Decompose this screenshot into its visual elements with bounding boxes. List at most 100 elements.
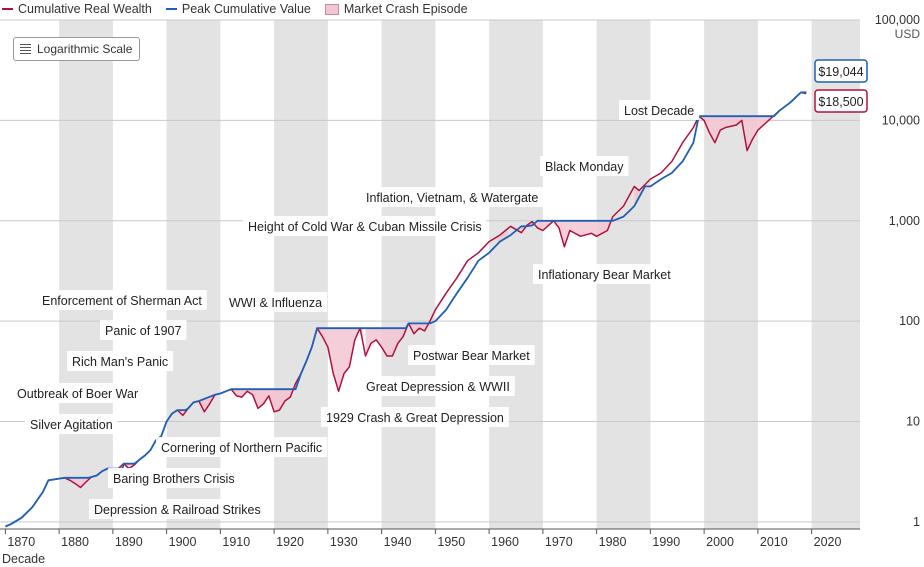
crash-area — [317, 328, 363, 392]
y-tick-label: 10,000 — [882, 113, 920, 127]
decade-band — [381, 20, 436, 529]
x-tick-label: 1990 — [652, 535, 680, 549]
x-tick-label: 2000 — [706, 535, 734, 549]
crash-area — [698, 115, 774, 151]
annotations: Depression & Railroad Strikes Baring Brot… — [12, 59, 868, 519]
annotation-background — [321, 407, 509, 427]
crash-annotation-label: Enforcement of Sherman Act — [42, 294, 202, 308]
x-tick-label: 1960 — [491, 535, 519, 549]
x-tick-label: 1930 — [330, 535, 358, 549]
crash-annotation: Enforcement of Sherman Act — [37, 290, 207, 310]
x-tick-label: 1950 — [437, 535, 465, 549]
y-tick-label: 1 — [913, 515, 920, 529]
crash-area — [365, 328, 406, 356]
legend-item-crash-episode: Market Crash Episode — [324, 2, 468, 16]
series-lines — [5, 91, 807, 528]
chart-legend: Cumulative Real Wealth Peak Cumulative V… — [2, 1, 482, 17]
x-tick-label: 2020 — [814, 535, 842, 549]
annotation-background — [533, 264, 676, 284]
y-tick-label: 100 — [899, 314, 920, 328]
y-tick-label: 100,000 — [875, 13, 920, 27]
log-scale-toggle-label: Logarithmic Scale — [37, 42, 133, 56]
list-lines-icon — [20, 42, 31, 56]
annotation-background — [37, 290, 207, 310]
crash-area — [497, 228, 508, 245]
decade-band — [704, 20, 758, 529]
crash-annotation-label: Great Depression & WWII — [366, 380, 510, 394]
log-scale-toggle-button[interactable]: Logarithmic Scale — [13, 37, 141, 61]
crash-annotation: Panic of 1907 — [100, 320, 187, 340]
crash-annotation-label: Silver Agitation — [30, 418, 113, 432]
crash-annotation: Great Depression & WWII — [361, 376, 515, 396]
legend-label-crash-episode: Market Crash Episode — [343, 2, 468, 16]
annotation-background — [67, 351, 174, 371]
crash-annotation-label: Outbreak of Boer War — [17, 387, 138, 401]
crash-annotation: Outbreak of Boer War — [12, 383, 144, 403]
y-unit-label: USD — [895, 27, 921, 41]
x-tick-label: 1970 — [545, 535, 573, 549]
annotation-background — [243, 216, 487, 236]
crash-annotation-label: Inflation, Vietnam, & Watergate — [366, 191, 538, 205]
end-value-callout: $19,044 — [814, 59, 868, 83]
peak-value-line — [5, 91, 807, 528]
annotation-background — [361, 187, 544, 207]
crash-annotation-label: Depression & Railroad Strikes — [94, 503, 261, 517]
legend-label-peak-value: Peak Cumulative Value — [181, 2, 311, 16]
crash-annotation: Lost Decade — [619, 100, 700, 120]
crash-annotation: Black Monday — [540, 156, 629, 176]
crash-area — [231, 383, 296, 412]
x-tick-label: 1900 — [169, 535, 197, 549]
end-value-box — [814, 59, 868, 83]
legend-label-real-wealth: Cumulative Real Wealth — [18, 2, 152, 16]
decade-band — [59, 20, 113, 529]
annotation-background — [361, 376, 515, 396]
annotation-background — [100, 320, 187, 340]
y-tick-label: 1,000 — [889, 214, 920, 228]
crash-area — [408, 315, 433, 334]
crash-annotation-label: WWI & Influenza — [229, 296, 322, 310]
x-tick-label: 1890 — [115, 535, 143, 549]
crash-annotation: Postwar Bear Market — [408, 345, 535, 365]
crash-annotation-label: 1929 Crash & Great Depression — [326, 411, 504, 425]
crash-annotation-label: Black Monday — [545, 160, 624, 174]
crash-annotation: Inflation, Vietnam, & Watergate — [361, 187, 544, 207]
legend-swatch-real-wealth — [2, 8, 13, 10]
x-tick-label: 1910 — [222, 535, 250, 549]
end-value-callout: $18,500 — [814, 89, 868, 113]
crash-annotation-label: Inflationary Bear Market — [538, 268, 671, 282]
x-tick-label: 2010 — [760, 535, 788, 549]
crash-annotation: WWI & Influenza — [224, 292, 328, 312]
annotation-background — [156, 437, 328, 457]
crash-annotation-label: Postwar Bear Market — [413, 349, 530, 363]
annotation-background — [108, 468, 240, 488]
crash-annotation: Inflationary Bear Market — [533, 264, 676, 284]
end-value-box — [814, 89, 868, 113]
annotation-background — [540, 156, 629, 176]
x-tick-label: 1870 — [7, 535, 35, 549]
legend-item-real-wealth: Cumulative Real Wealth — [2, 2, 152, 16]
crash-annotation-label: Height of Cold War & Cuban Missile Crisi… — [248, 220, 482, 234]
annotation-background — [89, 499, 266, 519]
end-value-label: $18,500 — [818, 95, 863, 109]
annotation-background — [12, 383, 144, 403]
crash-annotation: 1929 Crash & Great Depression — [321, 407, 509, 427]
crash-annotation: Baring Brothers Crisis — [108, 468, 240, 488]
x-tick-label: 1980 — [599, 535, 627, 549]
crash-annotation-label: Rich Man's Panic — [72, 355, 168, 369]
crash-annotation-label: Panic of 1907 — [105, 324, 181, 338]
x-tick-label: 1920 — [276, 535, 304, 549]
crash-annotation: Cornering of Northern Pacific — [156, 437, 328, 457]
crash-annotation-label: Baring Brothers Crisis — [113, 472, 235, 486]
crash-annotation-label: Cornering of Northern Pacific — [161, 441, 322, 455]
x-tick-label: 1940 — [384, 535, 412, 549]
annotation-background — [408, 345, 535, 365]
x-axis-title: Decade — [2, 552, 45, 566]
end-value-label: $19,044 — [818, 65, 863, 79]
crash-annotation-label: Lost Decade — [624, 104, 694, 118]
crash-annotation: Height of Cold War & Cuban Missile Crisi… — [243, 216, 487, 236]
x-tick-label: 1880 — [61, 535, 89, 549]
legend-swatch-peak-value — [165, 8, 177, 10]
annotation-background — [25, 414, 118, 434]
